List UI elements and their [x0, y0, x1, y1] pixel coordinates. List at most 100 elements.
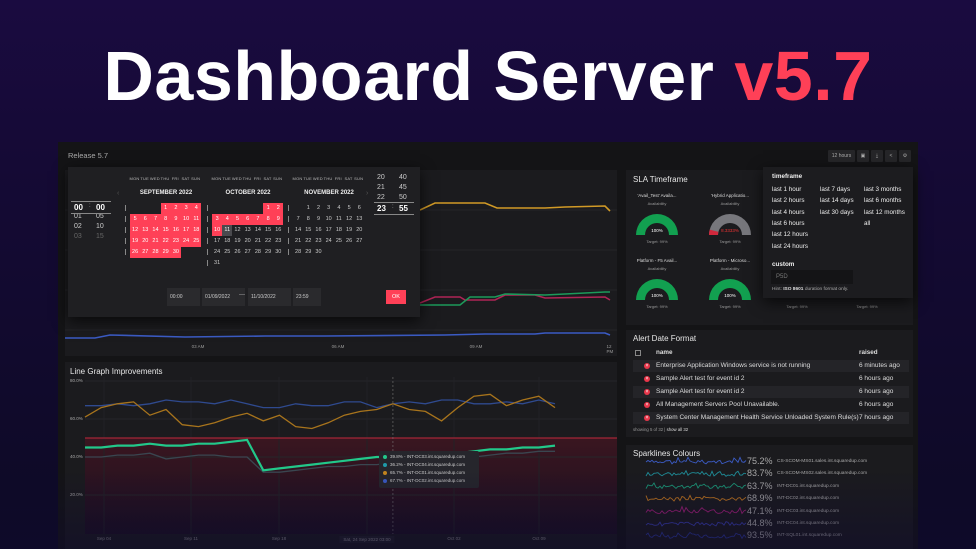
calendar-day[interactable]: 24 [325, 238, 332, 244]
calendar-day[interactable]: 26 [130, 247, 141, 258]
calendar-day[interactable]: 19 [130, 236, 141, 247]
calendar-day[interactable]: 8 [306, 216, 310, 222]
calendar-day[interactable]: 30 [170, 247, 181, 258]
timeframe-option[interactable]: last 4 hours [772, 208, 805, 216]
calendar-day[interactable]: 4 [337, 205, 341, 211]
calendar-day[interactable]: 30 [275, 249, 282, 255]
minute-option[interactable]: 50 [399, 194, 407, 201]
calendar-day[interactable]: 5 [130, 214, 141, 225]
calendar-day[interactable]: 3 [212, 214, 223, 225]
calendar-day[interactable]: 15 [265, 227, 272, 233]
calendar-day[interactable]: 17 [325, 227, 332, 233]
calendar-day[interactable]: 13 [140, 225, 151, 236]
calendar-day[interactable]: 24 [181, 236, 192, 247]
calendar-day[interactable]: 25 [224, 249, 231, 255]
hour-option[interactable]: 20 [377, 174, 385, 181]
calendar-day[interactable]: 8 [263, 214, 274, 225]
hour-option[interactable]: 21 [377, 184, 385, 191]
calendar-day[interactable]: 7 [252, 214, 263, 225]
hour-option[interactable]: 22 [377, 194, 385, 201]
minute-option[interactable]: 15 [96, 233, 104, 240]
calendar-day[interactable]: 17 [214, 238, 221, 244]
calendar-day[interactable]: 13 [244, 227, 251, 233]
ok-button[interactable]: OK [386, 290, 406, 304]
calendar-day[interactable]: 27 [356, 238, 363, 244]
calendar-day[interactable]: 18 [335, 227, 342, 233]
calendar-day[interactable]: 10 [212, 225, 223, 236]
calendar-day[interactable]: 15 [305, 227, 312, 233]
hour-option[interactable]: 00 [74, 203, 83, 212]
calendar-day[interactable]: 23 [315, 238, 322, 244]
calendar-day[interactable]: 28 [295, 249, 302, 255]
calendar-day[interactable]: 28 [150, 247, 161, 258]
share-icon[interactable]: < [885, 150, 897, 162]
calendar-day[interactable]: 29 [265, 249, 272, 255]
calendar-day[interactable]: 27 [244, 249, 251, 255]
timeframe-option[interactable]: last 2 hours [772, 197, 805, 205]
calendar-day[interactable]: 7 [296, 216, 300, 222]
calendar-day[interactable]: 11 [336, 216, 342, 222]
calendar-day[interactable]: 6 [140, 214, 151, 225]
calendar-day[interactable]: 16 [275, 227, 282, 233]
download-icon[interactable]: ⤓ [871, 150, 883, 162]
calendar-day[interactable]: 13 [356, 216, 363, 222]
timeframe-option[interactable]: last 12 hours [772, 231, 809, 239]
calendar-day[interactable]: 4 [222, 214, 233, 225]
calendar-day[interactable]: 2 [316, 205, 321, 211]
calendar-day[interactable]: 28 [254, 249, 261, 255]
calendar-day[interactable]: 21 [295, 238, 302, 244]
calendar-day[interactable]: 11 [191, 214, 202, 225]
calendar-day[interactable]: 20 [140, 236, 151, 247]
calendar-day[interactable]: 3 [327, 205, 331, 211]
timeframe-option[interactable]: all [864, 219, 871, 227]
calendar-day[interactable]: 24 [214, 249, 221, 255]
calendar-day[interactable]: 22 [160, 236, 171, 247]
timeframe-option[interactable]: last 6 hours [772, 219, 805, 227]
calendar-day[interactable]: 27 [140, 247, 151, 258]
calendar-day[interactable]: 9 [316, 216, 321, 222]
minute-option[interactable]: 05 [96, 213, 104, 220]
minute-option[interactable]: 55 [399, 204, 408, 213]
end-date-input[interactable]: 11/10/2022 [248, 288, 291, 306]
alert-row[interactable]: × Sample Alert test for event id 2 6 hours… [633, 373, 909, 385]
minute-option[interactable]: 10 [96, 223, 104, 230]
timeframe-option[interactable]: last 12 months [864, 208, 905, 216]
calendar-day[interactable]: 1 [263, 203, 274, 214]
calendar-day[interactable]: 26 [346, 238, 353, 244]
calendar-day[interactable]: 30 [315, 249, 322, 255]
calendar-day[interactable]: 31 [214, 260, 221, 266]
minute-option[interactable]: 45 [399, 184, 407, 191]
calendar-day[interactable]: 21 [150, 236, 161, 247]
calendar-day[interactable]: 2 [273, 203, 284, 214]
calendar-day[interactable]: 5 [347, 205, 351, 211]
calendar-day[interactable]: 21 [254, 238, 261, 244]
sparkline-host[interactable]: INT-DC01.int.squaredup.com [777, 483, 840, 489]
next-month-icon[interactable]: › [366, 190, 369, 197]
sparkline-host[interactable]: INT-DC02.int.squaredup.com [777, 496, 840, 502]
timeframe-option[interactable]: last 30 days [820, 208, 854, 216]
calendar-day[interactable]: 14 [254, 227, 261, 233]
calendar-day[interactable]: 25 [191, 236, 202, 247]
show-all-link[interactable]: show all 32 [666, 427, 689, 432]
custom-duration-input[interactable]: P5D [771, 270, 853, 284]
calendar-day[interactable]: 17 [181, 225, 192, 236]
sparkline-host[interactable]: INT-DC03.int.squaredup.com [777, 508, 840, 514]
calendar-day[interactable]: 4 [191, 203, 202, 214]
calendar-day[interactable]: 12 [346, 216, 353, 222]
column-header-name[interactable]: name [656, 349, 673, 356]
calendar-day[interactable]: 20 [244, 238, 251, 244]
timeframe-option[interactable]: last 14 days [820, 197, 854, 205]
sparkline-host[interactable]: CS-SCOM-MS01.sales.int.squaredup.com [777, 459, 868, 464]
calendar-day[interactable]: 6 [242, 214, 253, 225]
timeframe-option[interactable]: last 7 days [820, 186, 851, 193]
hour-option[interactable]: 01 [74, 213, 82, 220]
alert-row[interactable]: × Enterprise Application Windows service … [633, 360, 909, 372]
gear-icon[interactable]: ⚙ [899, 150, 911, 162]
calendar-day[interactable]: 12 [234, 227, 241, 233]
calendar-day[interactable]: 29 [305, 249, 312, 255]
calendar-day[interactable]: 19 [234, 238, 241, 244]
calendar-day[interactable]: 10 [181, 214, 192, 225]
calendar-day[interactable]: 1 [160, 203, 171, 214]
calendar-day[interactable]: 23 [275, 238, 282, 244]
alert-row[interactable]: × All Management Servers Pool Unavailable… [633, 399, 909, 411]
